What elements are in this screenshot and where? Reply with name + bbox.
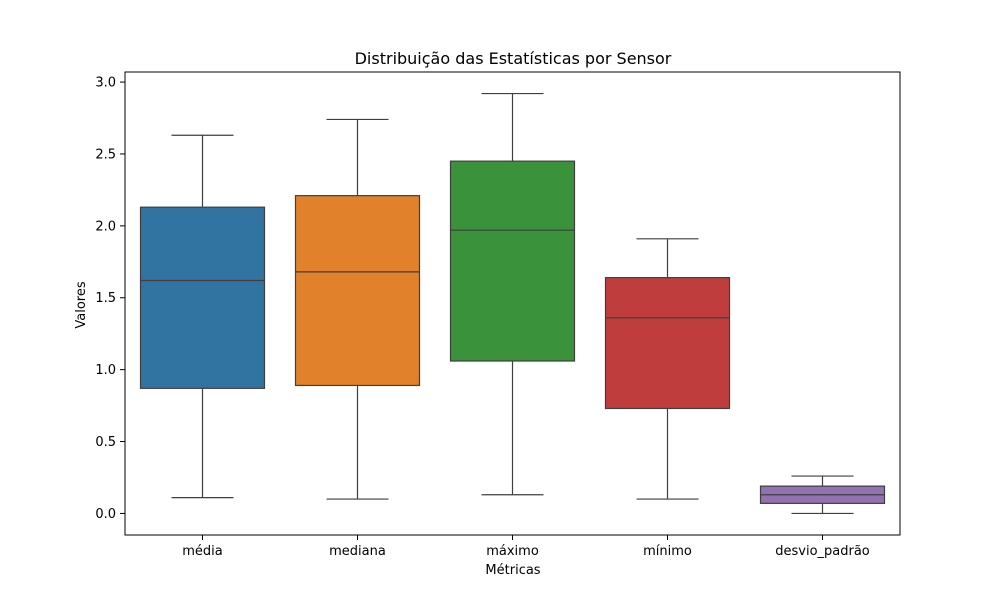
- y-tick-label: 0.0: [95, 507, 116, 522]
- box-body: [604, 277, 731, 410]
- chart-title: Distribuição das Estatísticas por Sensor: [355, 49, 672, 68]
- box-body: [139, 206, 266, 389]
- boxes-group: [139, 92, 886, 515]
- y-tick-label: 2.0: [95, 219, 116, 234]
- box-2: [294, 118, 421, 500]
- y-tick-label: 3.0: [95, 76, 116, 91]
- y-axis: 0.0 0.5 1.0 1.5 2.0 2.5 3.0: [95, 76, 125, 522]
- x-tick-label: mínimo: [643, 544, 692, 559]
- box-1: [139, 134, 266, 499]
- box-body: [294, 195, 421, 387]
- x-tick-label: máximo: [486, 544, 539, 559]
- y-tick-label: 2.5: [95, 147, 116, 162]
- box-body: [449, 160, 576, 362]
- box-3: [449, 92, 576, 496]
- x-axis: média mediana máximo mínimo desvio_padrão: [182, 535, 870, 559]
- box-5: [759, 475, 886, 515]
- x-axis-label: Métricas: [485, 563, 540, 578]
- y-tick-label: 0.5: [95, 435, 116, 450]
- y-tick-label: 1.5: [95, 291, 116, 306]
- y-tick-label: 1.0: [95, 363, 116, 378]
- x-tick-label: média: [182, 544, 223, 559]
- x-tick-label: mediana: [329, 544, 386, 559]
- y-axis-label: Valores: [74, 281, 89, 328]
- box-4: [604, 238, 731, 500]
- x-tick-label: desvio_padrão: [775, 544, 870, 559]
